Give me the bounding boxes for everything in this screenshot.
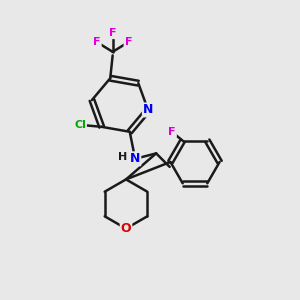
Text: N: N xyxy=(130,152,140,165)
Text: N: N xyxy=(143,103,153,116)
Text: O: O xyxy=(121,222,131,235)
Text: F: F xyxy=(124,37,132,47)
Text: H: H xyxy=(118,152,127,162)
Text: Cl: Cl xyxy=(74,120,86,130)
Text: F: F xyxy=(169,127,176,137)
Text: F: F xyxy=(93,37,101,47)
Text: F: F xyxy=(109,28,116,38)
